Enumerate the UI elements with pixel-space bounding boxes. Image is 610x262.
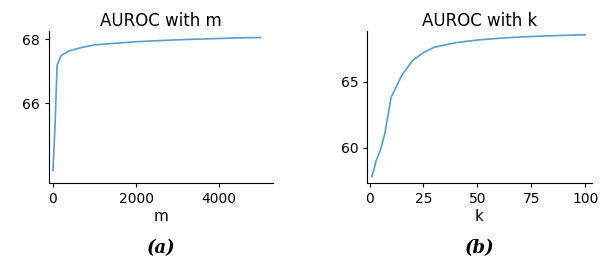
X-axis label: k: k <box>475 209 484 224</box>
Text: (a): (a) <box>146 239 175 257</box>
Title: AUROC with m: AUROC with m <box>100 12 222 30</box>
Text: (b): (b) <box>465 239 494 257</box>
X-axis label: m: m <box>154 209 168 224</box>
Title: AUROC with k: AUROC with k <box>422 12 537 30</box>
